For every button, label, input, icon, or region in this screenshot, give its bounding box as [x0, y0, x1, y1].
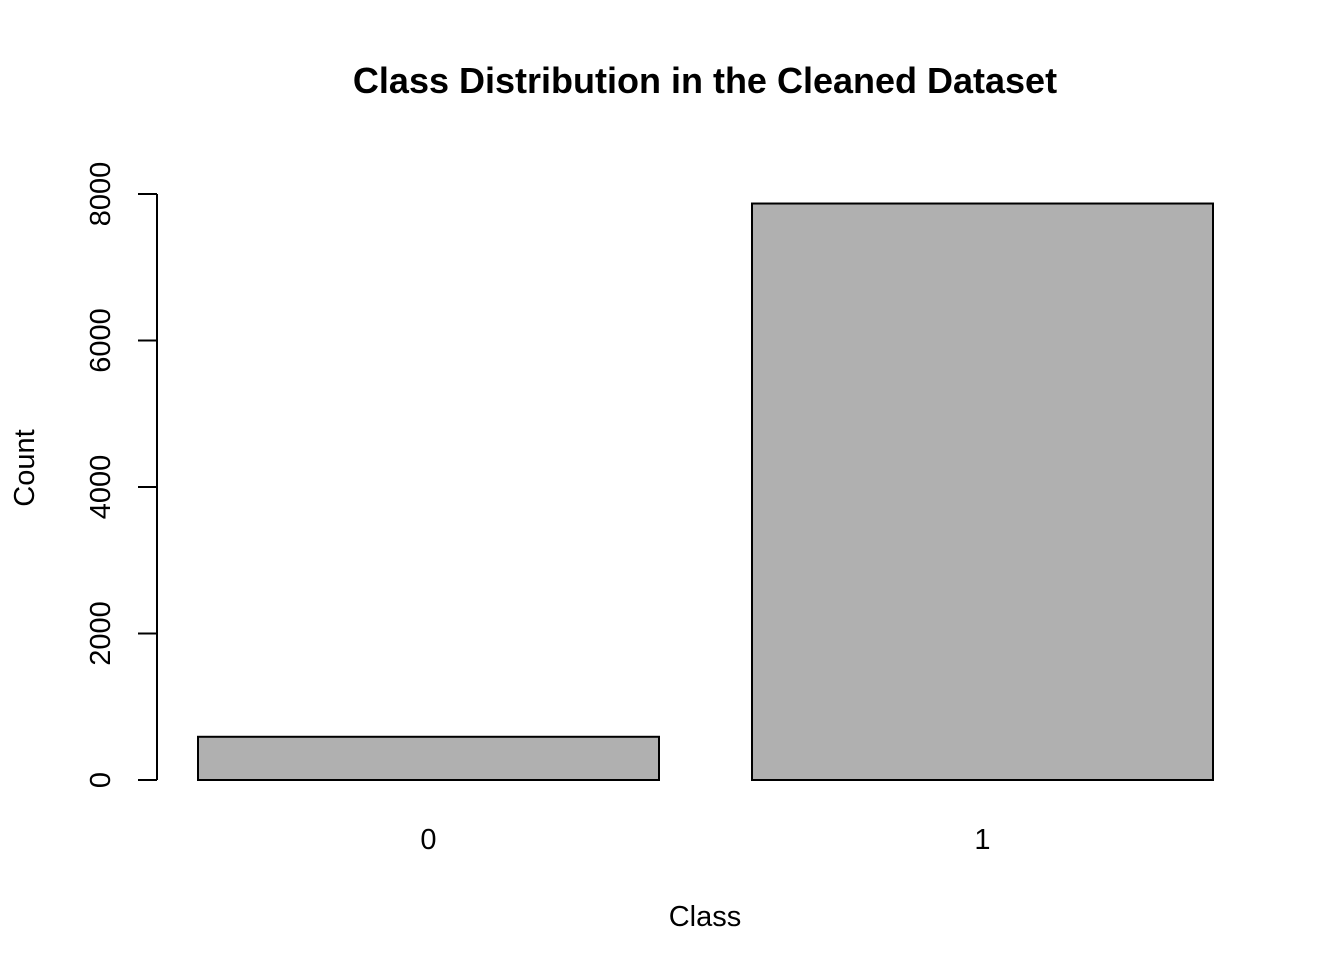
y-tick-label: 8000	[85, 162, 117, 227]
y-tick-label: 6000	[85, 308, 117, 373]
y-tick-label: 2000	[85, 601, 117, 666]
bars-group	[197, 202, 1214, 781]
chart-title: Class Distribution in the Cleaned Datase…	[353, 60, 1057, 101]
bar-class-1	[751, 202, 1214, 781]
y-tick-label: 4000	[85, 455, 117, 520]
x-axis-label: Class	[669, 901, 742, 933]
x-tick-label: 0	[420, 824, 436, 856]
y-axis: 0 2000 4000 6000 8000	[85, 162, 158, 788]
x-tick-label: 1	[974, 824, 990, 856]
y-axis-label: Count	[9, 429, 41, 506]
y-tick-label: 0	[85, 772, 117, 788]
bar-class-0	[197, 735, 660, 781]
